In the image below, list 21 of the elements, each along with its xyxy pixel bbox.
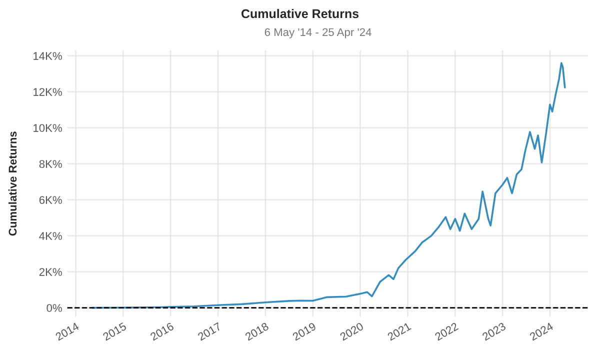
- x-tick-label: 2019: [292, 322, 316, 341]
- y-tick-label: 14K%: [34, 52, 62, 60]
- y-tick-label: 10K%: [34, 124, 62, 132]
- y-tick-label: 8K%: [39, 160, 62, 168]
- y-axis-title: Cumulative Returns: [8, 132, 17, 236]
- x-tick-label: 2023: [482, 322, 506, 341]
- x-tick-label: 2018: [244, 322, 270, 341]
- chart-subtitle: 6 May '14 - 25 Apr '24: [264, 28, 372, 38]
- y-tick-label: 4K%: [39, 232, 62, 240]
- chart-title: Cumulative Returns: [241, 8, 359, 18]
- x-tick-label: 2016: [150, 322, 174, 341]
- y-tick-label: 12K%: [34, 88, 62, 96]
- y-tick-label: 6K%: [39, 196, 62, 204]
- x-tick-label: 2022: [434, 322, 459, 341]
- x-tick-label: 2024: [529, 322, 554, 341]
- y-tick-label: 2K%: [39, 268, 62, 276]
- x-tick-label: 2021: [387, 322, 412, 341]
- x-tick-label: 2014: [54, 322, 80, 341]
- x-tick-label: 2015: [102, 322, 127, 341]
- x-tick-label: 2020: [339, 322, 364, 341]
- y-tick-label: 0%: [46, 304, 62, 312]
